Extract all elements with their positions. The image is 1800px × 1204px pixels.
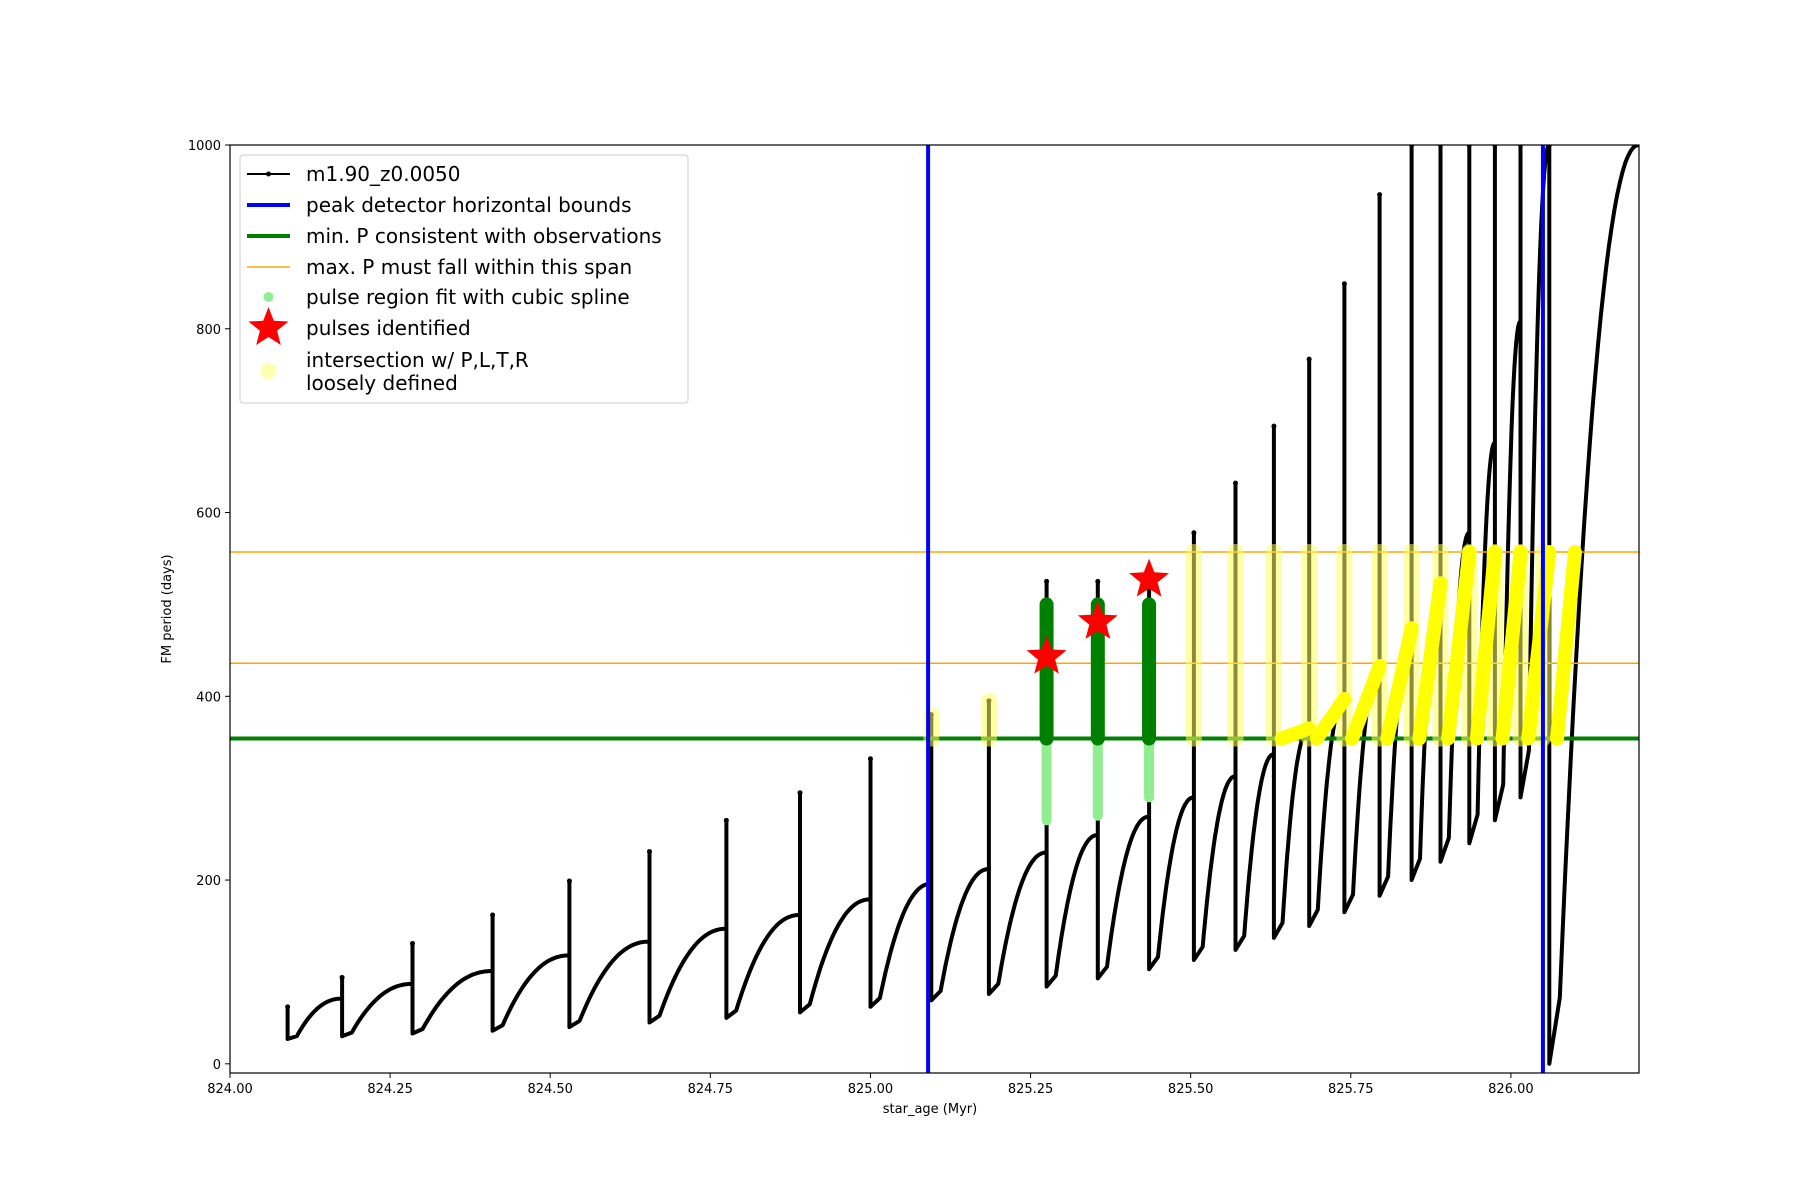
legend-label-line-4-0: pulse region fit with cubic spline: [306, 285, 630, 309]
spike-point-19: [1377, 192, 1383, 198]
pulse-star-2: [1129, 558, 1169, 597]
spike-point-3: [490, 912, 496, 918]
x-tick-label-4: 825.00: [848, 1082, 894, 1097]
legend-swatch-6: [260, 363, 277, 379]
spike-point-16: [1271, 423, 1277, 429]
spike-point-0: [285, 1004, 291, 1010]
intersection-rise-21: [1441, 545, 1477, 746]
spike-point-4: [566, 878, 572, 884]
legend-label-4: pulse region fit with cubic spline: [306, 285, 630, 309]
spike-point-25: [1546, 145, 1552, 148]
legend-label-line-0-0: m1.90_z0.0050: [306, 162, 461, 186]
intersection-rise-25: [1550, 545, 1582, 746]
spike-point-14: [1191, 530, 1197, 536]
intersection-rise-23: [1495, 545, 1528, 746]
y-tick-label-3: 600: [196, 507, 221, 522]
pulse-star-0: [1026, 635, 1067, 674]
legend-label-5: pulses identified: [306, 316, 471, 340]
spike-point-2: [410, 940, 416, 946]
spike-point-6: [723, 817, 729, 823]
legend-swatch-4: [263, 292, 274, 302]
spike-point-22: [1466, 145, 1472, 148]
x-tick-label-0: 824.00: [207, 1082, 253, 1097]
legend-label-line-3-0: max. P must fall within this span: [306, 255, 632, 279]
legend-label-line-6-0: intersection w/ P,L,T,R: [306, 348, 529, 372]
spike-point-15: [1233, 480, 1239, 486]
intersection-rise-19: [1380, 621, 1419, 746]
x-tick-label-7: 825.75: [1328, 1082, 1374, 1097]
legend-label-2: min. P consistent with observations: [306, 224, 662, 248]
spike-point-8: [867, 756, 873, 762]
spike-point-20: [1409, 145, 1415, 148]
spike-point-23: [1492, 145, 1498, 148]
legend-label-3: max. P must fall within this span: [306, 255, 632, 279]
x-tick-label-5: 825.25: [1008, 1082, 1054, 1097]
y-axis-ticks: 0 200 400 600 800 1000: [188, 139, 230, 1073]
y-tick-label-5: 1000: [188, 139, 221, 154]
x-tick-label-3: 824.75: [688, 1082, 734, 1097]
plot-area: [230, 145, 1639, 1073]
spike-point-24: [1518, 145, 1524, 148]
legend-label-line-1-0: peak detector horizontal bounds: [306, 193, 632, 217]
y-tick-label-1: 200: [196, 874, 221, 889]
intersection-rise-24: [1521, 545, 1557, 746]
spike-point-11: [1044, 578, 1050, 584]
legend-box: [239, 154, 689, 404]
axes-frame: [229, 144, 1640, 1074]
x-tick-label-1: 824.25: [367, 1082, 413, 1097]
x-tick-label-8: 826.00: [1488, 1082, 1534, 1097]
x-axis-ticks: 824.00 824.25 824.50 824.75 825.00 825.25 825.…: [207, 1073, 1534, 1097]
legend-marker-0: [266, 171, 271, 177]
spike-point-18: [1341, 281, 1347, 287]
pulse-star-1: [1077, 600, 1118, 639]
spike-point-17: [1306, 356, 1312, 362]
legend-swatch-5: [248, 307, 289, 345]
intersection-rise-22: [1469, 545, 1502, 746]
x-axis-label: star_age (Myr): [883, 1102, 977, 1117]
legend-label-1: peak detector horizontal bounds: [306, 193, 632, 217]
intersection-rise-16: [1274, 721, 1317, 746]
legend-label-0: m1.90_z0.0050: [306, 162, 461, 186]
y-tick-label-4: 800: [196, 323, 221, 338]
spike-point-1: [339, 974, 345, 980]
legend-label-line-5-0: pulses identified: [306, 316, 471, 340]
intersection-rise-17: [1309, 692, 1352, 746]
intersection-rise-20: [1412, 576, 1448, 746]
y-axis-label: FM period (days): [160, 554, 175, 663]
spike-point-5: [646, 849, 652, 855]
spike-point-7: [797, 790, 803, 796]
spike-point-21: [1437, 145, 1443, 148]
x-tick-label-6: 825.50: [1168, 1082, 1214, 1097]
legend-label-line-2-0: min. P consistent with observations: [306, 224, 662, 248]
intersection-rise-18: [1345, 658, 1387, 746]
y-tick-label-2: 400: [196, 690, 221, 705]
spike-point-12: [1095, 578, 1101, 584]
legend-label-6: intersection w/ P,L,T,R loosely defined: [306, 348, 529, 395]
legend-label-line-6-1: loosely defined: [306, 371, 458, 395]
y-tick-label-0: 0: [213, 1058, 221, 1073]
x-tick-label-2: 824.50: [527, 1082, 573, 1097]
